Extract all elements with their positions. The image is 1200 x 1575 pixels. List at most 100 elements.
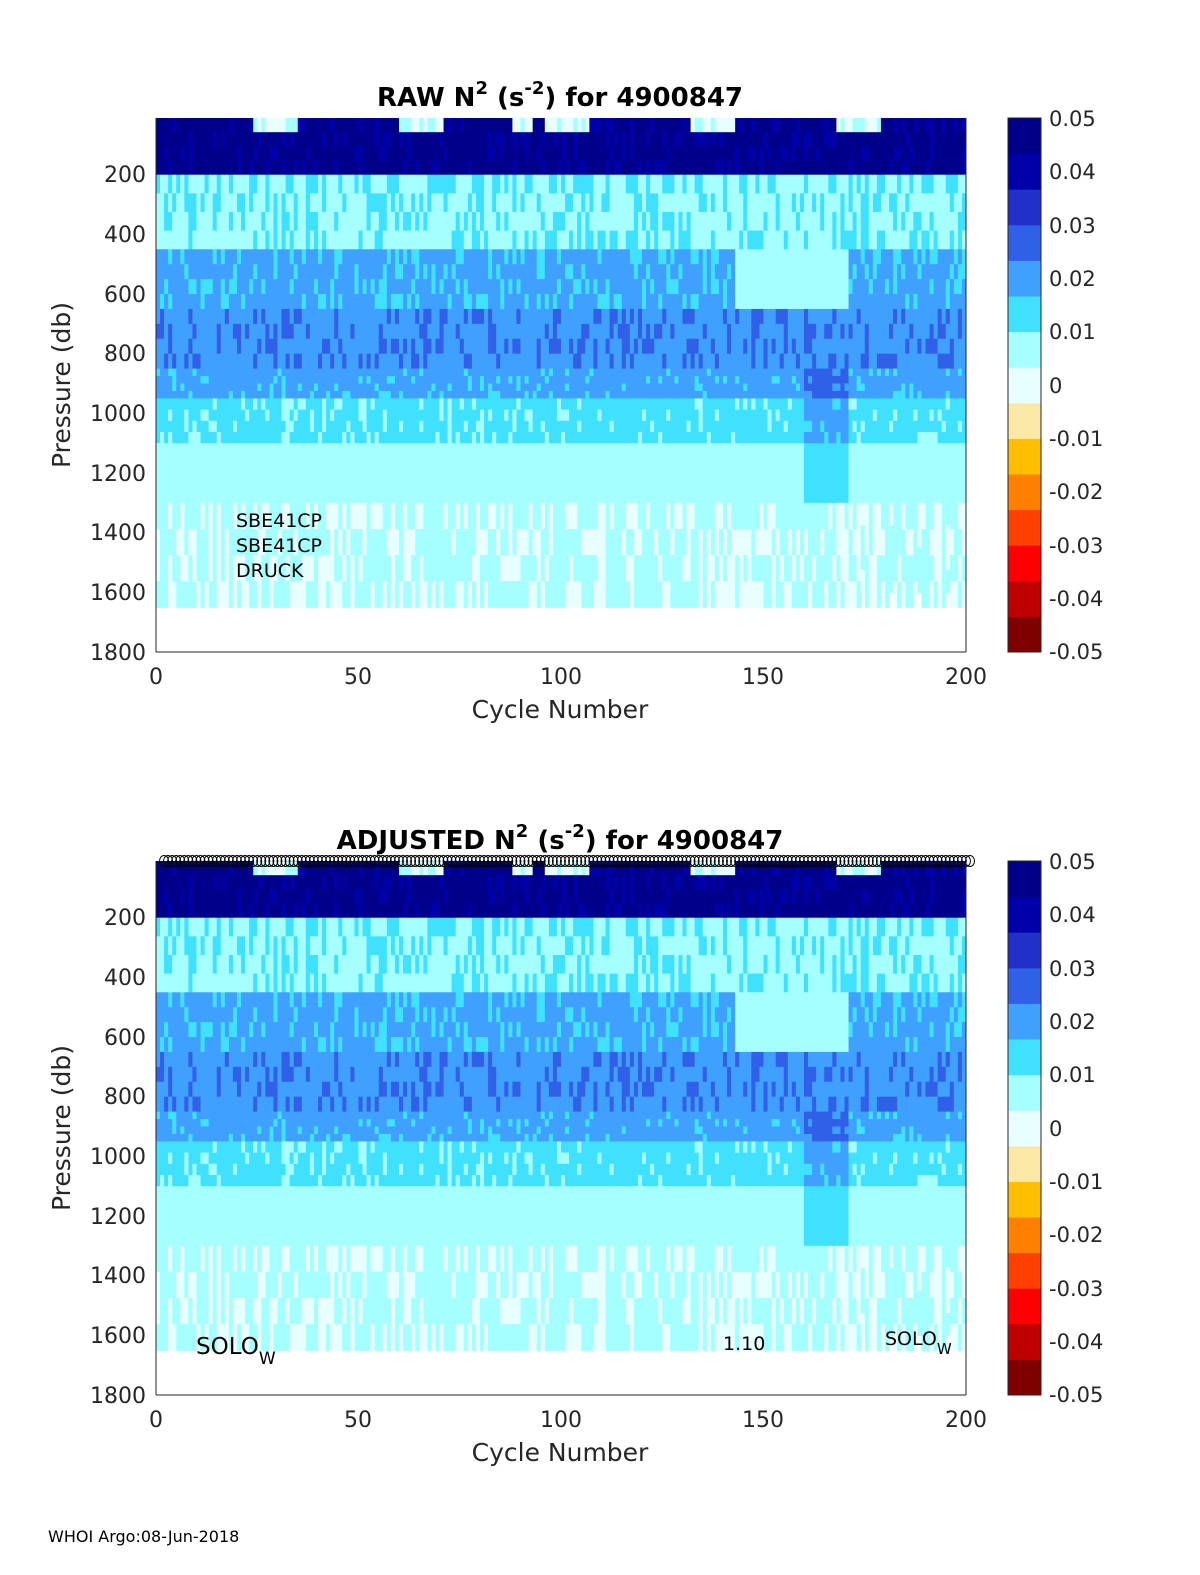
heatmap-cell bbox=[370, 420, 376, 433]
heatmap-cell bbox=[565, 443, 570, 459]
heatmap-cell bbox=[496, 581, 501, 608]
heatmap-cell bbox=[471, 132, 477, 147]
heatmap-cell bbox=[625, 398, 631, 411]
heatmap-cell bbox=[232, 390, 238, 400]
heatmap-cell bbox=[702, 308, 708, 325]
heatmap-cell bbox=[597, 294, 603, 310]
heatmap-cell bbox=[601, 193, 607, 213]
heatmap-cell bbox=[710, 174, 716, 194]
heatmap-cell bbox=[399, 353, 404, 370]
heatmap-cell bbox=[455, 473, 461, 489]
heatmap-cell bbox=[702, 376, 708, 385]
heatmap-cell bbox=[625, 502, 631, 530]
heatmap-cell bbox=[771, 473, 777, 489]
heatmap-cell bbox=[269, 487, 275, 504]
heatmap-cell bbox=[621, 487, 627, 504]
heatmap-cell bbox=[184, 279, 189, 295]
heatmap-cell bbox=[200, 294, 206, 310]
heatmap-cell bbox=[176, 132, 181, 147]
heatmap-cell bbox=[407, 264, 412, 280]
heatmap-cell bbox=[313, 279, 319, 295]
heatmap-cell bbox=[678, 431, 684, 444]
heatmap-cell bbox=[492, 323, 497, 340]
heatmap-cell bbox=[358, 279, 364, 295]
heatmap-cell bbox=[451, 431, 457, 444]
heatmap-cell bbox=[257, 458, 262, 474]
heatmap-cell bbox=[735, 146, 740, 162]
heatmap-cell bbox=[330, 230, 335, 250]
heatmap-cell bbox=[617, 581, 623, 608]
heatmap-cell bbox=[617, 376, 623, 385]
heatmap-cell bbox=[480, 132, 485, 147]
heatmap-cell bbox=[763, 420, 769, 433]
heatmap-cell bbox=[176, 193, 181, 213]
heatmap-cell bbox=[621, 390, 627, 400]
heatmap-cell bbox=[289, 279, 295, 295]
heatmap-cell bbox=[386, 249, 392, 265]
heatmap-cell bbox=[459, 118, 465, 133]
heatmap-cell bbox=[540, 230, 546, 250]
heatmap-cell bbox=[779, 264, 785, 280]
heatmap-cell bbox=[475, 431, 481, 444]
heatmap-cell bbox=[544, 409, 550, 422]
heatmap-cell bbox=[751, 118, 756, 133]
heatmap-cell bbox=[168, 308, 173, 325]
heatmap-cell bbox=[601, 528, 607, 556]
heatmap-cell bbox=[573, 308, 578, 325]
heatmap-cell bbox=[427, 174, 432, 194]
heatmap-cell bbox=[249, 409, 254, 422]
heatmap-cell bbox=[180, 555, 185, 582]
heatmap-cell bbox=[443, 431, 449, 444]
heatmap-cell bbox=[322, 376, 327, 385]
heatmap-cell bbox=[759, 390, 765, 400]
heatmap-cell bbox=[366, 368, 372, 377]
heatmap-cell bbox=[475, 249, 481, 265]
heatmap-cell bbox=[399, 528, 404, 556]
heatmap-cell bbox=[682, 390, 688, 400]
heatmap-cell bbox=[536, 294, 542, 310]
heatmap-cell bbox=[662, 555, 667, 582]
heatmap-cell bbox=[548, 383, 554, 392]
heatmap-cell bbox=[759, 528, 765, 556]
heatmap-cell bbox=[577, 502, 582, 530]
heatmap-cell bbox=[366, 118, 372, 133]
heatmap-cell bbox=[289, 264, 295, 280]
heatmap-cell bbox=[415, 353, 420, 370]
heatmap-cell bbox=[492, 193, 497, 213]
heatmap-cell bbox=[727, 376, 732, 385]
heatmap-cell bbox=[743, 376, 748, 385]
heatmap-cell bbox=[601, 420, 607, 433]
heatmap-cell bbox=[297, 193, 303, 213]
heatmap-cell bbox=[419, 146, 424, 162]
heatmap-cell bbox=[455, 420, 461, 433]
heatmap-cell bbox=[338, 443, 343, 459]
heatmap-cell bbox=[439, 458, 445, 474]
heatmap-cell bbox=[702, 118, 708, 133]
heatmap-cell bbox=[536, 431, 542, 444]
heatmap-cell bbox=[309, 174, 315, 194]
heatmap-cell bbox=[613, 376, 619, 385]
heatmap-cell bbox=[289, 211, 295, 232]
heatmap-cell bbox=[496, 308, 501, 325]
heatmap-cell bbox=[180, 118, 185, 133]
heatmap-cell bbox=[698, 279, 704, 295]
heatmap-cell bbox=[484, 160, 489, 176]
heatmap-cell bbox=[548, 230, 554, 250]
heatmap-cell bbox=[184, 473, 189, 489]
heatmap-cell bbox=[714, 193, 720, 213]
heatmap-cell bbox=[743, 443, 748, 459]
heatmap-cell bbox=[686, 555, 692, 582]
heatmap-cell bbox=[702, 458, 708, 474]
heatmap-cell bbox=[293, 368, 299, 377]
heatmap-cell bbox=[528, 230, 534, 250]
heatmap-cell bbox=[180, 528, 185, 556]
heatmap-cell bbox=[289, 383, 295, 392]
heatmap-cell bbox=[277, 487, 283, 504]
heatmap-cell bbox=[698, 528, 704, 556]
heatmap-cell bbox=[192, 383, 198, 392]
heatmap-cell bbox=[682, 160, 688, 176]
heatmap-cell bbox=[698, 230, 704, 250]
heatmap-cell bbox=[257, 502, 262, 530]
heatmap-cell bbox=[257, 581, 262, 608]
heatmap-cell bbox=[257, 294, 262, 310]
